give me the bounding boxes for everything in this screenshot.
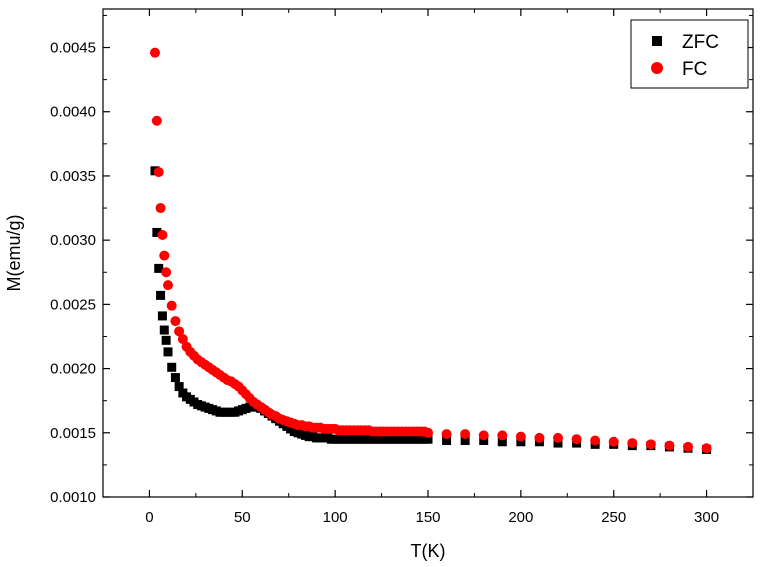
- data-point-fc: [177, 334, 188, 345]
- y-tick-label: 0.0025: [50, 296, 96, 313]
- x-tick-label: 250: [601, 509, 626, 526]
- legend-box: [630, 19, 749, 89]
- data-point-fc: [166, 300, 177, 311]
- legend-label-zfc: ZFC: [682, 32, 719, 53]
- data-point-fc: [683, 441, 693, 452]
- data-point-fc: [571, 434, 582, 445]
- data-point-zfc: [479, 435, 489, 445]
- data-point-fc: [478, 430, 489, 441]
- data-point-zfc: [423, 434, 433, 444]
- data-point-zfc: [553, 438, 563, 448]
- y-tick-label: 0.0035: [50, 168, 96, 185]
- data-point-fc: [151, 115, 162, 126]
- data-point-fc: [159, 250, 170, 261]
- data-point-zfc: [516, 437, 526, 447]
- data-point-fc: [590, 435, 601, 446]
- data-point-fc: [174, 326, 185, 337]
- y-tick-label: 0.0010: [50, 489, 96, 506]
- data-point-fc: [497, 430, 508, 441]
- data-point-zfc: [163, 347, 173, 357]
- data-point-fc: [161, 267, 172, 278]
- data-point-fc: [153, 167, 164, 178]
- data-point-fc: [608, 436, 619, 447]
- legend-marker-zfc: [652, 36, 662, 46]
- data-point-fc: [155, 203, 166, 214]
- data-point-fc: [515, 431, 526, 442]
- data-point-fc: [157, 230, 168, 241]
- data-point-fc: [150, 47, 160, 58]
- data-point-fc: [664, 440, 675, 451]
- x-tick-label: 0: [145, 509, 153, 526]
- data-point-fc: [553, 432, 563, 443]
- data-point-zfc: [154, 263, 164, 273]
- data-point-zfc: [170, 373, 180, 383]
- data-point-zfc: [497, 437, 507, 447]
- y-axis-title: M(emu/g): [4, 214, 24, 291]
- y-tick-label: 0.0030: [50, 232, 96, 249]
- y-tick-label: 0.0020: [50, 361, 96, 378]
- y-tick-label: 0.0040: [50, 104, 96, 121]
- data-point-fc: [163, 280, 173, 291]
- data-point-zfc: [174, 382, 184, 392]
- x-tick-label: 300: [694, 509, 719, 526]
- data-point-fc: [423, 427, 433, 438]
- x-tick-label: 200: [508, 509, 533, 526]
- y-tick-label: 0.0015: [50, 425, 96, 442]
- y-tick-label: 0.0045: [50, 40, 96, 57]
- data-point-fc: [441, 429, 452, 440]
- data-point-fc: [170, 316, 181, 327]
- x-tick-label: 100: [323, 509, 348, 526]
- legend: ZFC FC: [630, 19, 749, 89]
- data-point-fc: [645, 439, 656, 450]
- data-point-fc: [534, 432, 545, 443]
- data-point-zfc: [442, 435, 452, 445]
- data-point-zfc: [152, 227, 162, 237]
- plot-frame: [102, 8, 754, 498]
- data-point-fc: [460, 429, 471, 440]
- x-tick-label: 150: [415, 509, 440, 526]
- legend-label-fc: FC: [682, 59, 707, 80]
- ticks-layer: 0 50 100 150 200 250 300 0.0010 0.0015 0.0020 0.00…: [50, 9, 754, 526]
- data-point-fc: [627, 438, 638, 449]
- x-tick-label: 50: [234, 509, 251, 526]
- data-point-fc: [701, 443, 712, 454]
- data-point-zfc: [167, 362, 177, 372]
- data-point-zfc: [460, 435, 470, 445]
- data-point-zfc: [159, 325, 169, 335]
- data-layer: [150, 47, 712, 454]
- data-point-zfc: [157, 311, 167, 321]
- x-axis-title: T(K): [411, 541, 446, 561]
- data-point-zfc: [156, 290, 166, 300]
- legend-marker-fc: [651, 62, 663, 74]
- data-point-zfc: [161, 335, 171, 345]
